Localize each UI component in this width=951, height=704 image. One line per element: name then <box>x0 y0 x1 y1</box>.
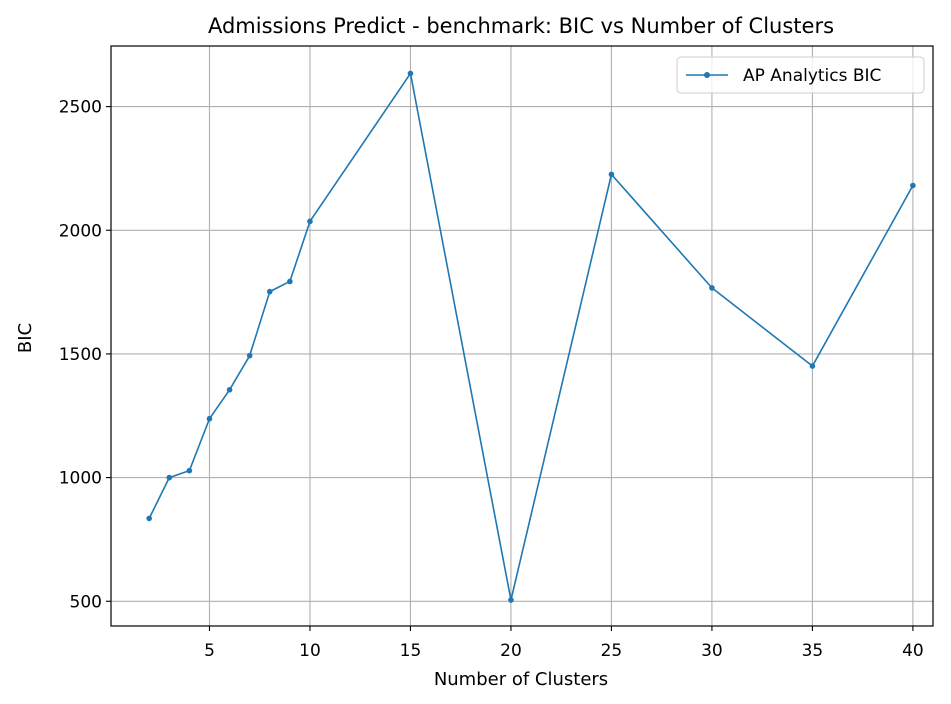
y-tick-label: 2000 <box>59 221 102 241</box>
data-point <box>186 467 193 474</box>
data-point <box>287 278 293 285</box>
y-tick-label: 500 <box>70 592 102 612</box>
data-point <box>809 363 816 369</box>
x-tick-label: 5 <box>204 641 215 661</box>
data-point <box>709 285 715 291</box>
y-axis-label: BIC <box>15 323 36 353</box>
data-point <box>508 597 514 603</box>
legend-marker-sample <box>704 72 710 78</box>
chart-title: Admissions Predict - benchmark: BIC vs N… <box>208 14 834 38</box>
x-tick-label: 10 <box>299 641 321 661</box>
data-point <box>608 171 615 178</box>
legend-box <box>676 56 925 94</box>
x-axis-label: Number of Clusters <box>434 669 608 690</box>
data-point <box>146 515 152 522</box>
data-point <box>206 415 213 422</box>
data-point <box>226 386 233 393</box>
y-tick-label: 1000 <box>59 469 102 489</box>
data-point <box>910 182 916 189</box>
series-layer <box>146 70 916 603</box>
y-tick-label: 2500 <box>59 98 102 118</box>
y-tick-label: 1500 <box>59 345 102 365</box>
legend: AP Analytics BIC <box>676 56 925 94</box>
data-point <box>246 352 253 359</box>
data-point <box>266 288 273 295</box>
x-tick-label: 25 <box>601 641 623 661</box>
data-point <box>307 218 313 225</box>
x-tick-label: 30 <box>701 641 723 661</box>
plot-frame <box>110 45 934 627</box>
data-point <box>166 474 173 481</box>
x-tick-label: 15 <box>400 641 422 661</box>
x-axis-ticks: 5 10 15 20 25 30 35 40 <box>204 626 924 661</box>
x-tick-label: 40 <box>902 641 924 661</box>
legend-entry-ap-analytics-bic: AP Analytics BIC <box>743 66 881 86</box>
y-axis-ticks: 500 1000 1500 2000 2500 <box>59 98 111 612</box>
x-tick-label: 20 <box>500 641 522 661</box>
x-tick-label: 35 <box>802 641 824 661</box>
data-point <box>407 70 414 77</box>
